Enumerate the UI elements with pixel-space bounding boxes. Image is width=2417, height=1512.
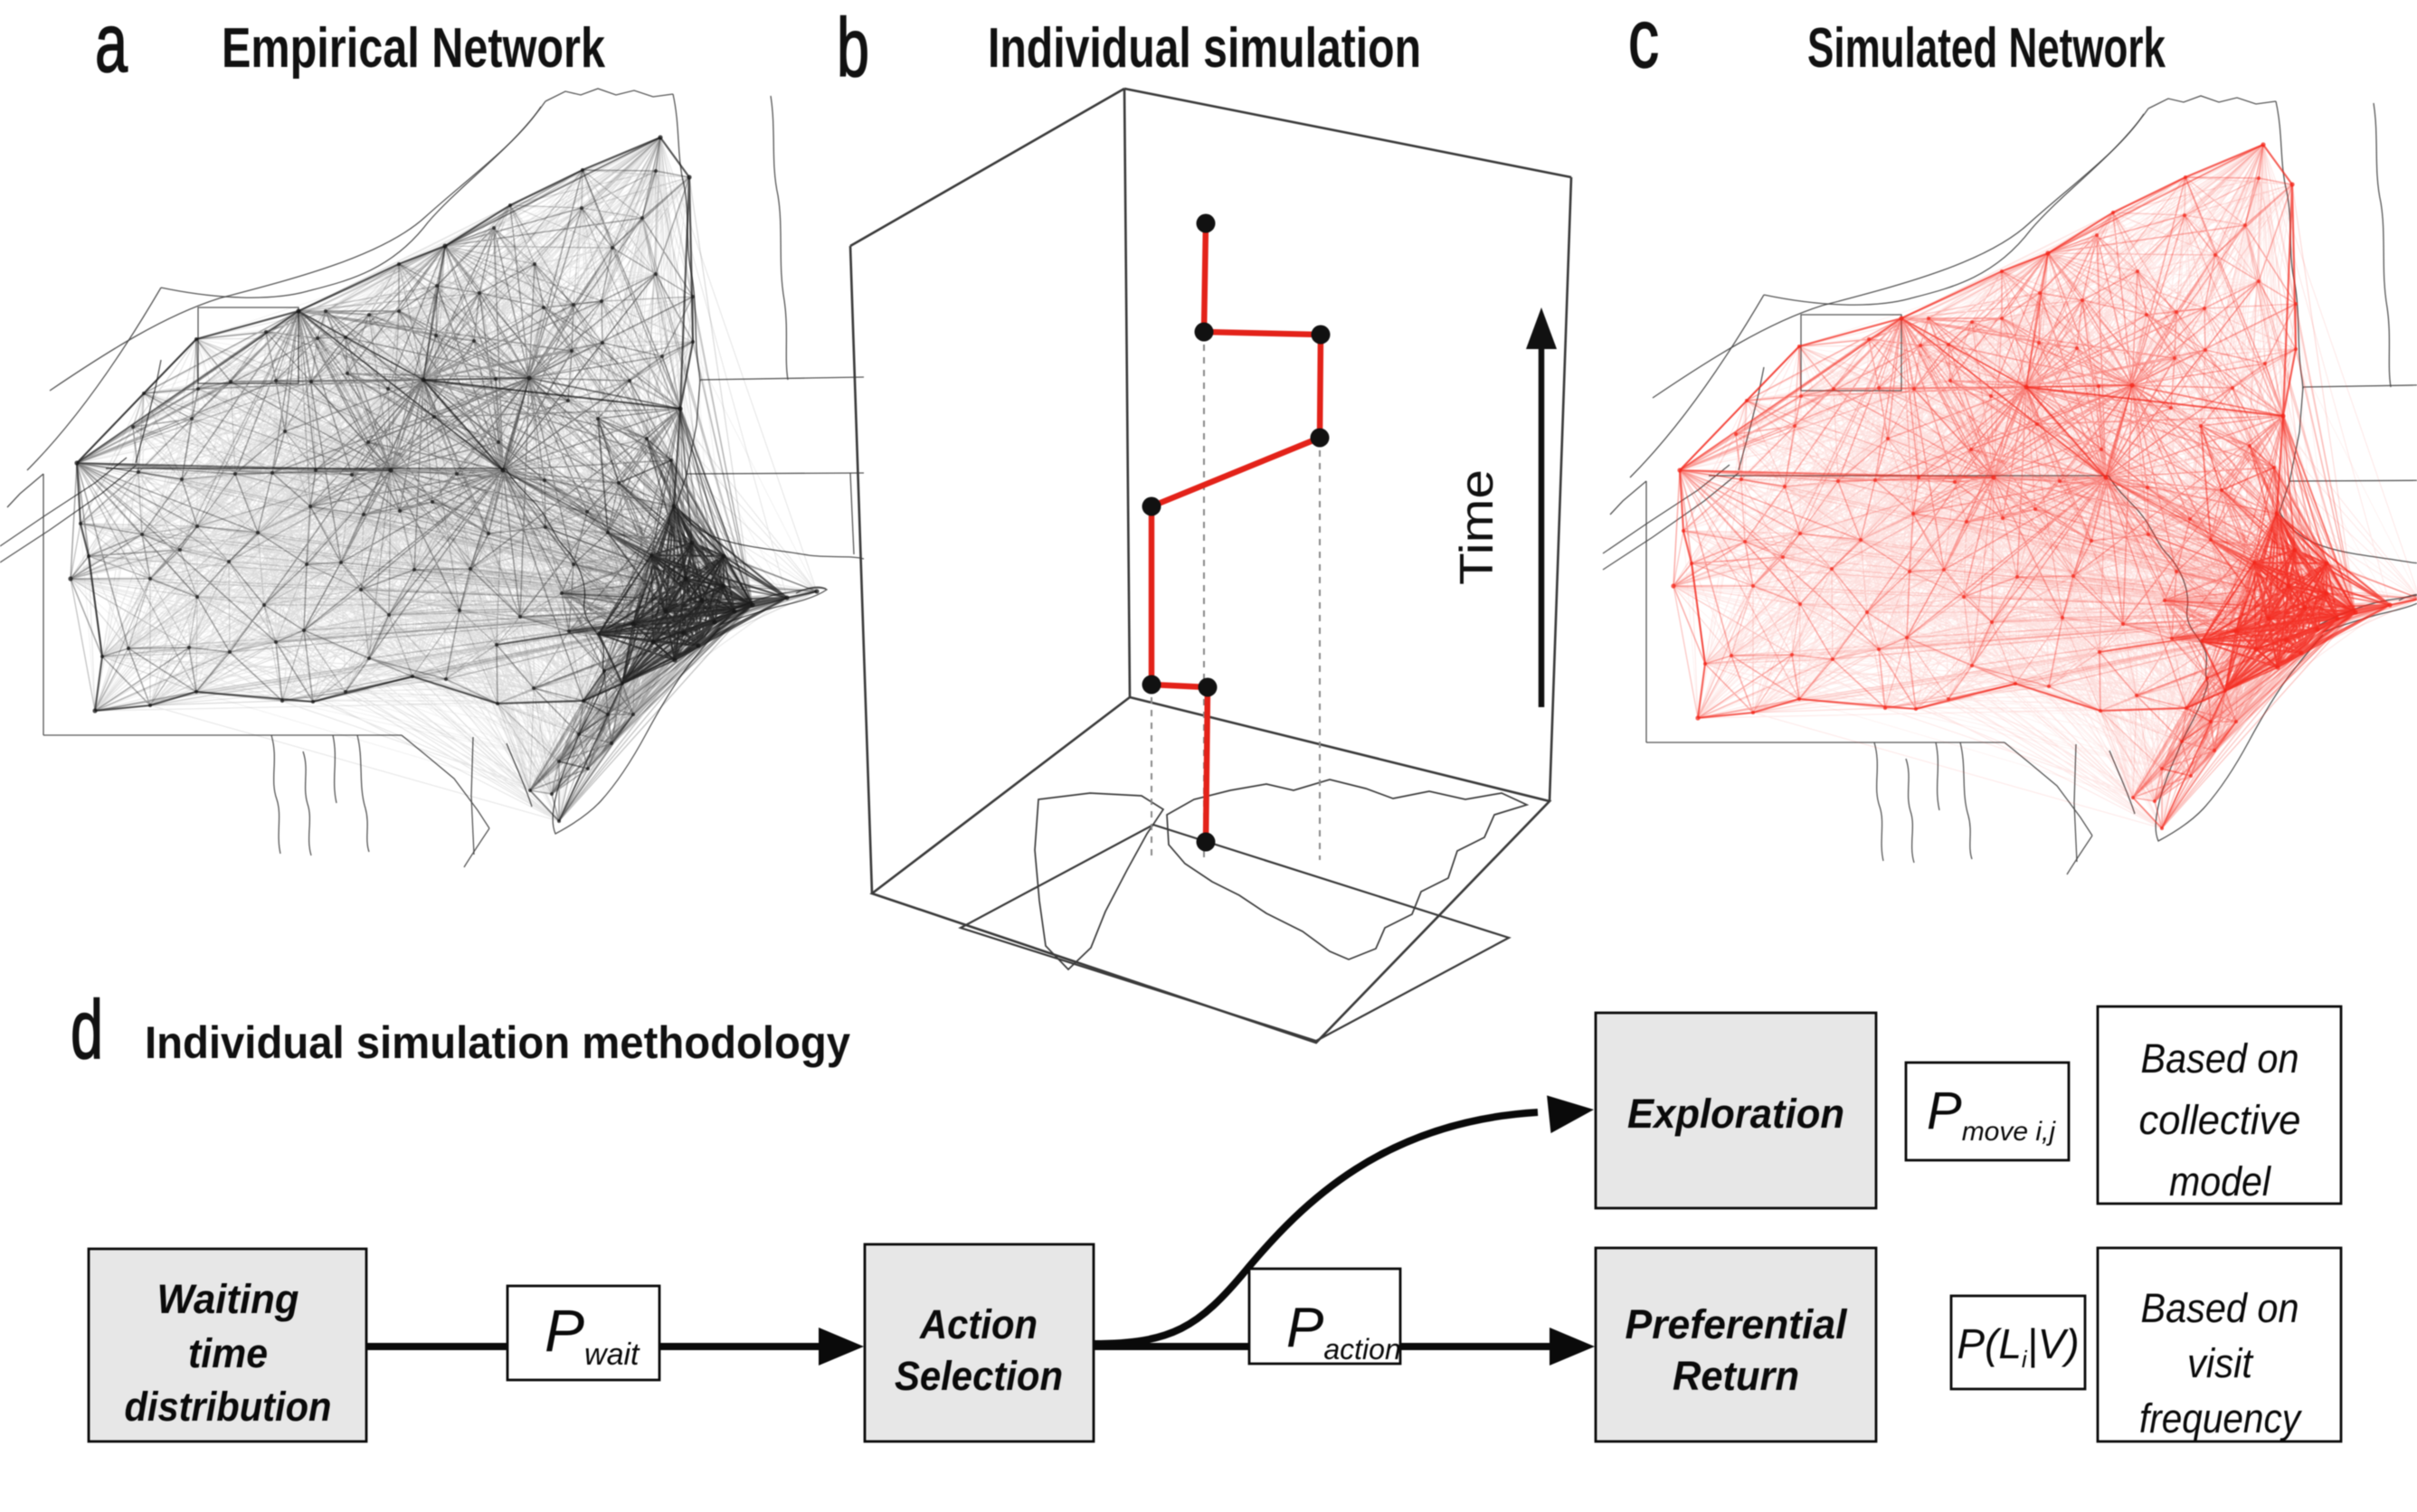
- svg-text:Time: Time: [1451, 469, 1503, 585]
- svg-text:Individual simulation methodol: Individual simulation methodology: [145, 1017, 850, 1068]
- svg-text:collective: collective: [2139, 1097, 2301, 1143]
- svg-text:distribution: distribution: [125, 1384, 332, 1430]
- svg-text:Waiting: Waiting: [157, 1276, 299, 1322]
- svg-text:Based on: Based on: [2141, 1035, 2299, 1082]
- svg-text:time: time: [188, 1330, 268, 1376]
- svg-text:Individual simulation: Individual simulation: [988, 17, 1421, 80]
- svg-text:Simulated Network: Simulated Network: [1807, 17, 2166, 80]
- svg-text:c: c: [1628, 0, 1659, 85]
- svg-text:Empirical Network: Empirical Network: [222, 17, 605, 80]
- svg-text:visit: visit: [2187, 1340, 2254, 1386]
- svg-text:Action: Action: [919, 1301, 1038, 1347]
- svg-text:frequency: frequency: [2139, 1395, 2302, 1441]
- svg-text:Selection: Selection: [895, 1353, 1063, 1399]
- svg-text:a: a: [95, 0, 128, 90]
- svg-text:P(Li|V): P(Li|V): [1957, 1320, 2079, 1373]
- svg-text:Return: Return: [1673, 1353, 1799, 1399]
- svg-text:d: d: [71, 984, 103, 1076]
- svg-text:b: b: [837, 2, 869, 94]
- svg-text:model: model: [2169, 1158, 2272, 1205]
- svg-text:Preferential: Preferential: [1626, 1301, 1848, 1347]
- svg-text:Exploration: Exploration: [1627, 1091, 1844, 1137]
- svg-text:Based on: Based on: [2141, 1285, 2299, 1331]
